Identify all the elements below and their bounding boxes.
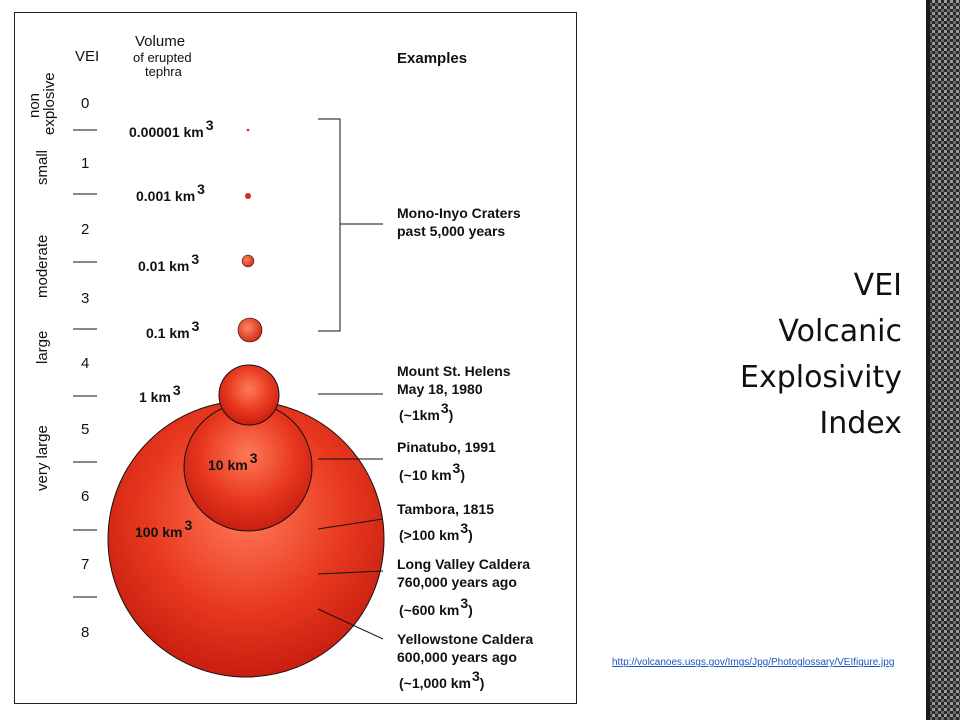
volume-spheres (107, 128, 385, 678)
vei-figure: VEI Volume of erupted tephra Examples no… (14, 12, 577, 704)
example-tambora-volume: (>100 km3) (399, 520, 473, 543)
vei-level-0: 0 (81, 95, 89, 112)
decorative-side-border (926, 0, 960, 720)
example-pinatubo-volume: (~10 km3) (399, 460, 465, 483)
category-non-explosive-label-1: non (26, 93, 43, 118)
sphere-0.00001km3 (246, 128, 250, 132)
category-very-large-label: very large (34, 425, 51, 491)
title-line-vei: VEI (853, 268, 902, 303)
category-large-label: large (34, 331, 51, 364)
sphere-0.1km3 (237, 317, 263, 343)
example-long-valley-line2: 760,000 years ago (397, 574, 517, 590)
tambora-connector (317, 518, 384, 530)
mono-inyo-bracket (318, 118, 341, 332)
sphere-0.01km3 (241, 254, 255, 268)
example-yellowstone-volume: (~1,000 km3) (399, 668, 484, 691)
category-non-explosive-label-2: explosive (41, 72, 58, 135)
vei-column-header: VEI (75, 48, 99, 65)
connector-lines (317, 118, 384, 640)
volume-label-100: 100 km 3 (135, 517, 192, 540)
title-line-explosivity: Explosivity (739, 360, 902, 395)
volume-subheader-line1: of erupted (133, 50, 192, 65)
category-moderate-label: moderate (34, 235, 51, 298)
title-line-index: Index (819, 406, 902, 441)
vei-level-2: 2 (81, 221, 89, 238)
volume-column-header: Volume (135, 33, 185, 50)
vei-separators (73, 129, 97, 598)
slide-title: VEI Volcanic Explosivity Index (682, 263, 902, 447)
example-st-helens-line1: Mount St. Helens (397, 363, 511, 379)
vei-level-6: 6 (81, 488, 89, 505)
vei-level-4: 4 (81, 355, 89, 372)
example-st-helens-line2: May 18, 1980 (397, 381, 483, 397)
example-yellowstone-line1: Yellowstone Caldera (397, 631, 533, 647)
vei-level-7: 7 (81, 556, 89, 573)
example-mono-inyo-line1: Mono-Inyo Craters (397, 205, 521, 221)
vei-level-1: 1 (81, 155, 89, 172)
example-pinatubo-line1: Pinatubo, 1991 (397, 439, 496, 455)
vei-diagram: VEI Volume of erupted tephra Examples no… (26, 33, 533, 691)
title-line-volcanic: Volcanic (778, 314, 902, 349)
sphere-1km3 (218, 364, 280, 426)
examples-column-header: Examples (397, 50, 467, 67)
example-st-helens-volume: (~1km3) (399, 400, 453, 423)
category-small-label: small (34, 150, 51, 185)
volume-label-1: 1 km 3 (139, 382, 181, 405)
volume-label-0.1: 0.1 km 3 (146, 318, 200, 341)
example-long-valley-volume: (~600 km3) (399, 595, 473, 618)
example-long-valley-line1: Long Valley Caldera (397, 556, 530, 572)
yellowstone-connector (317, 608, 384, 640)
volume-label-0.001: 0.001 km 3 (136, 181, 205, 204)
volume-label-0.01: 0.01 km 3 (138, 251, 199, 274)
vei-level-5: 5 (81, 421, 89, 438)
example-mono-inyo-line2: past 5,000 years (397, 223, 505, 239)
volume-subheader-line2: tephra (145, 64, 183, 79)
example-yellowstone-line2: 600,000 years ago (397, 649, 517, 665)
example-tambora-line1: Tambora, 1815 (397, 501, 494, 517)
vei-level-3: 3 (81, 290, 89, 307)
source-link[interactable]: http://volcanoes.usgs.gov/Imgs/Jpg/Photo… (612, 657, 895, 668)
volume-label-0.00001: 0.00001 km 3 (129, 117, 214, 140)
sphere-0.001km3 (245, 193, 251, 199)
vei-level-8: 8 (81, 624, 89, 641)
long-valley-connector (317, 570, 384, 575)
volume-label-10: 10 km 3 (208, 450, 258, 473)
